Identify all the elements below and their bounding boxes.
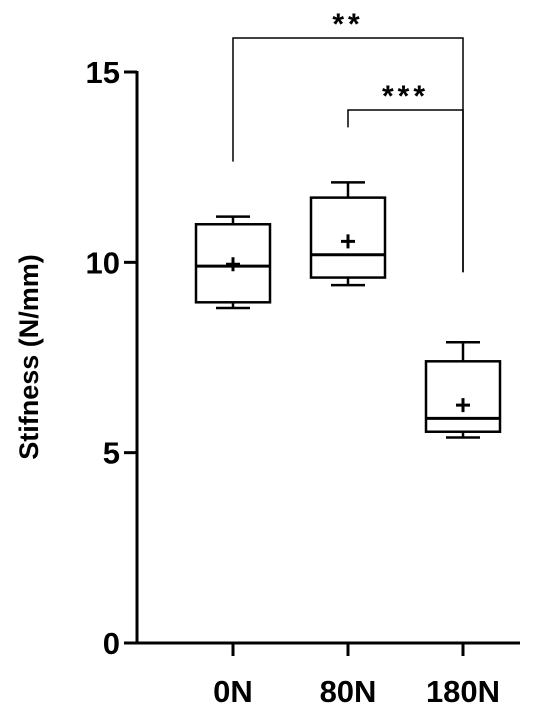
y-tick-label: 5 bbox=[103, 436, 120, 471]
mean-marker bbox=[456, 398, 470, 413]
y-axis-label: Stifness (N/mm) bbox=[14, 254, 44, 460]
significance-label: *** bbox=[382, 80, 429, 113]
box bbox=[424, 360, 502, 433]
x-tick-label: 80N bbox=[320, 674, 377, 709]
mean-marker bbox=[341, 234, 355, 249]
x-tick-label: 180N bbox=[426, 674, 500, 709]
y-tick-label: 10 bbox=[86, 245, 120, 280]
significance-label: ** bbox=[332, 8, 363, 41]
box bbox=[194, 223, 272, 304]
significance-bracket bbox=[347, 109, 464, 273]
y-tick-label: 15 bbox=[86, 55, 120, 90]
y-tick-label: 0 bbox=[103, 626, 120, 661]
x-tick-label: 0N bbox=[213, 674, 253, 709]
box bbox=[309, 196, 387, 279]
mean-marker bbox=[226, 257, 240, 272]
